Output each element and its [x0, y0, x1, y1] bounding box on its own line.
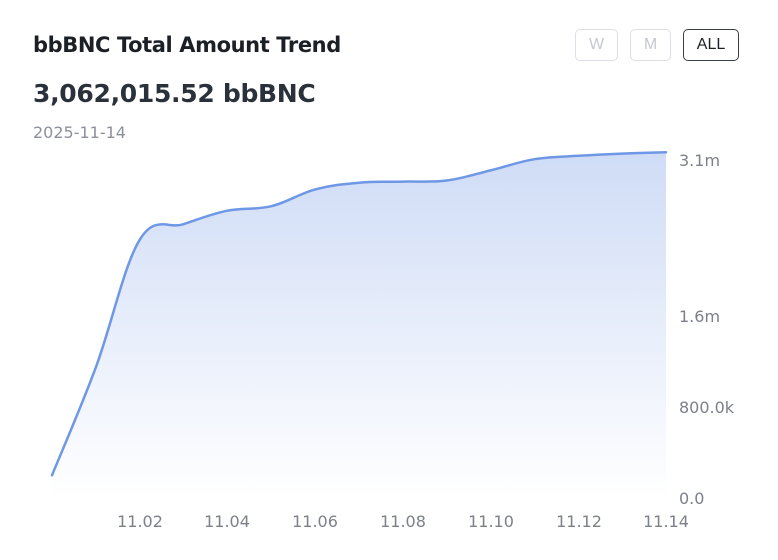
y-tick-label: 800.0k	[679, 398, 735, 417]
x-tick-label: 11.02	[117, 512, 163, 531]
current-date: 2025-11-14	[33, 123, 126, 142]
x-tick-label: 11.10	[468, 512, 514, 531]
series-line	[50, 151, 668, 477]
x-tick-label: 11.12	[556, 512, 602, 531]
chart-title: bbBNC Total Amount Trend	[33, 33, 341, 57]
y-tick-label: 1.6m	[679, 307, 720, 326]
x-tick-label: 11.08	[380, 512, 426, 531]
x-tick-label: 11.04	[204, 512, 250, 531]
range-all-button[interactable]: ALL	[683, 29, 739, 61]
y-tick-label: 0.0	[679, 489, 704, 508]
x-tick-label: 11.06	[292, 512, 338, 531]
x-tick-label: 11.14	[643, 512, 689, 531]
series-area-fill	[52, 152, 666, 499]
total-amount: 3,062,015.52 bbBNC	[33, 79, 316, 108]
y-tick-label: 3.1m	[679, 151, 720, 170]
range-week-button[interactable]: W	[575, 29, 618, 61]
range-month-button[interactable]: M	[630, 29, 671, 61]
range-selector: W M ALL	[0, 29, 778, 63]
